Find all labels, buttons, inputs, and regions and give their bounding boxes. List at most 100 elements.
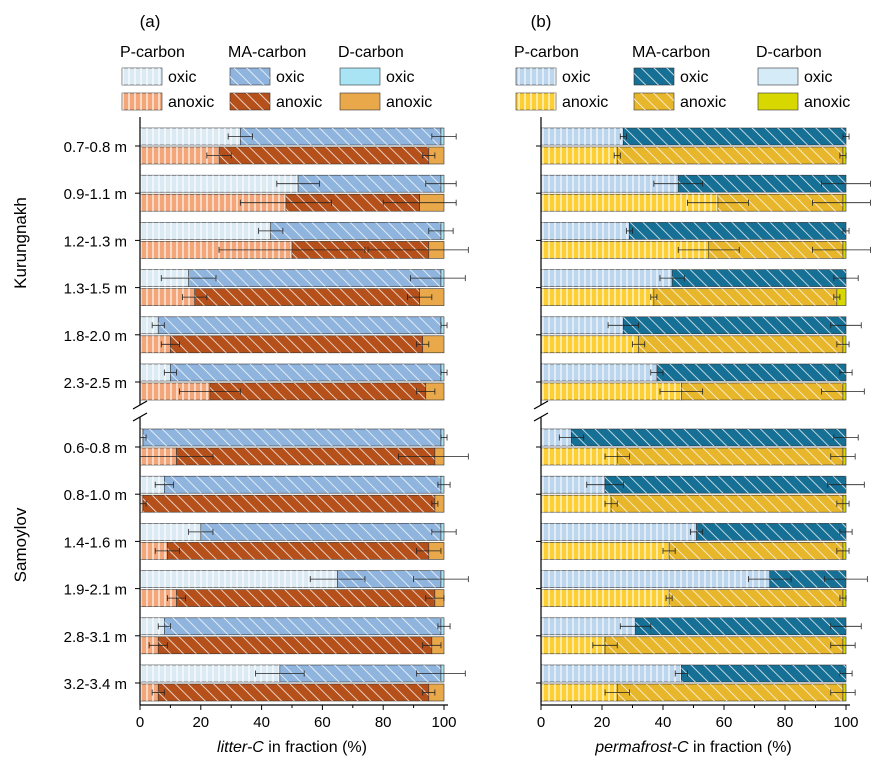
- bar-pattern-MA-anoxic-Kurungnakh-0: [219, 147, 429, 164]
- bar-pattern-MA-anoxic-Samoylov-5: [617, 684, 843, 701]
- bar-pattern-P-oxic-Samoylov-5: [541, 665, 682, 682]
- bar-pattern-P-anoxic-Kurungnakh-2: [541, 241, 709, 259]
- bar-pattern-MA-oxic-Samoylov-3: [337, 570, 441, 588]
- bar-pattern-MA-oxic-Kurungnakh-0: [623, 128, 846, 145]
- bar-pattern-MA-anoxic-Samoylov-1: [143, 495, 435, 513]
- bar-pattern-MA-anoxic-Samoylov-5: [158, 684, 429, 701]
- bar-pattern-P-anoxic-Kurungnakh-3: [140, 288, 195, 306]
- legend-swatch-pattern: [634, 93, 674, 110]
- bar-pattern-MA-oxic-Samoylov-0: [571, 429, 846, 446]
- bar-pattern-P-oxic-Samoylov-5: [140, 665, 280, 682]
- axis-break-mark: [533, 400, 549, 410]
- x-tick-label: 20: [192, 714, 209, 731]
- bar-pattern-MA-oxic-Kurungnakh-5: [656, 364, 846, 381]
- bar-pattern-P-oxic-Kurungnakh-0: [140, 128, 241, 145]
- bar-pattern-MA-oxic-Samoylov-4: [635, 617, 846, 635]
- legend-header: MA-carbon: [228, 44, 306, 61]
- axis-break-mark: [132, 412, 148, 422]
- axis-break-mark: [533, 412, 549, 422]
- bar-pattern-MA-anoxic-Samoylov-2: [167, 542, 429, 560]
- bar-pattern-P-oxic-Kurungnakh-5: [541, 364, 657, 381]
- bar-pattern-MA-oxic-Samoylov-0: [143, 429, 441, 446]
- bar-pattern-P-oxic-Kurungnakh-0: [541, 128, 624, 145]
- bar-pattern-MA-anoxic-Samoylov-4: [158, 636, 432, 654]
- bar-pattern-P-anoxic-Kurungnakh-4: [140, 335, 171, 353]
- bar-pattern-MA-oxic-Samoylov-2: [696, 523, 846, 541]
- bar-pattern-MA-oxic-Kurungnakh-1: [298, 175, 441, 193]
- legend-header: MA-carbon: [632, 44, 710, 61]
- bar-pattern-MA-anoxic-Kurungnakh-5: [209, 383, 426, 400]
- bar-pattern-P-oxic-Samoylov-2: [541, 523, 697, 541]
- x-tick-label: 20: [594, 714, 611, 731]
- legend-swatch: [339, 92, 381, 111]
- legend-header: P-carbon: [120, 44, 185, 61]
- bar-pattern-P-oxic-Kurungnakh-5: [140, 364, 171, 381]
- bar-pattern-P-anoxic-Samoylov-1: [541, 495, 612, 513]
- bar-pattern-P-anoxic-Samoylov-2: [140, 542, 168, 560]
- bar-pattern-P-oxic-Samoylov-1: [140, 476, 165, 494]
- bar-pattern-MA-oxic-Samoylov-1: [605, 476, 846, 494]
- legend-label: oxic: [276, 69, 304, 86]
- x-tick-label: 0: [537, 714, 545, 731]
- bar-pattern-P-oxic-Samoylov-0: [541, 429, 572, 446]
- legend-label: anoxic: [562, 94, 608, 111]
- bar-pattern-P-anoxic-Kurungnakh-2: [140, 241, 292, 259]
- panel-label: (b): [531, 12, 552, 31]
- bar-pattern-MA-anoxic-Samoylov-3: [176, 589, 435, 607]
- bar-pattern-MA-anoxic-Samoylov-0: [617, 448, 843, 465]
- legend-label: oxic: [386, 69, 414, 86]
- bar-pattern-P-oxic-Samoylov-4: [140, 617, 165, 635]
- bar-pattern-MA-anoxic-Kurungnakh-2: [708, 241, 843, 259]
- bar-pattern-P-anoxic-Samoylov-5: [541, 684, 618, 701]
- bar-pattern-P-oxic-Kurungnakh-1: [140, 175, 299, 193]
- y-category-label: 2.3-2.5 m: [64, 375, 127, 392]
- y-group-label: Kurungnakh: [11, 197, 30, 289]
- y-category-label: 1.2-1.3 m: [64, 233, 127, 250]
- y-category-label: 0.6-0.8 m: [64, 440, 127, 457]
- legend-swatch-pattern: [122, 93, 162, 110]
- panel-1: 0 20 40 60 80 100 permafrost-C in fraction (%)…: [514, 12, 871, 756]
- bar-pattern-MA-oxic-Kurungnakh-1: [678, 175, 846, 193]
- bar-pattern-MA-oxic-Samoylov-2: [200, 523, 441, 541]
- bar-pattern-MA-anoxic-Kurungnakh-4: [170, 335, 423, 353]
- legend-label: oxic: [804, 69, 832, 86]
- bar-pattern-P-oxic-Samoylov-2: [140, 523, 201, 541]
- x-tick-label: 100: [431, 714, 456, 731]
- bar-pattern-MA-oxic-Kurungnakh-2: [629, 222, 846, 240]
- x-axis-label-suffix: in fraction (%): [689, 739, 792, 756]
- legend-label: anoxic: [680, 94, 726, 111]
- x-tick-label: 60: [314, 714, 331, 731]
- bar-pattern-P-anoxic-Samoylov-3: [541, 589, 670, 607]
- legend-header: P-carbon: [514, 44, 579, 61]
- legend-label: anoxic: [168, 94, 214, 111]
- bar-pattern-P-anoxic-Kurungnakh-5: [541, 383, 682, 400]
- bar-pattern-P-anoxic-Samoylov-2: [541, 542, 670, 560]
- panel-0: 0.7-0.8 m 0.9-1.1 m 1.2-1.3 m 1.3-1.5 m 1.8-…: [64, 12, 469, 756]
- y-category-label: 0.9-1.1 m: [64, 186, 127, 203]
- bar-pattern-MA-anoxic-Samoylov-2: [669, 542, 843, 560]
- bar-pattern-P-oxic-Kurungnakh-2: [140, 222, 271, 240]
- bar-pattern-P-anoxic-Kurungnakh-0: [140, 147, 220, 164]
- bar-pattern-MA-oxic-Samoylov-3: [769, 570, 846, 588]
- bar-pattern-P-anoxic-Kurungnakh-4: [541, 335, 639, 353]
- x-axis-label-italic: litter-C: [217, 739, 264, 756]
- legend-label: oxic: [168, 69, 196, 86]
- bar-pattern-P-anoxic-Kurungnakh-5: [140, 383, 210, 400]
- bar-pattern-MA-oxic-Kurungnakh-2: [270, 222, 441, 240]
- x-axis-label-italic: permafrost-C: [594, 739, 689, 756]
- legend-swatch: [757, 67, 799, 86]
- bar-pattern-MA-anoxic-Kurungnakh-1: [717, 194, 843, 212]
- legend-swatch: [757, 92, 799, 111]
- legend-swatch-pattern: [634, 68, 674, 85]
- bar-pattern-P-anoxic-Samoylov-0: [541, 448, 618, 465]
- bar-pattern-MA-oxic-Samoylov-5: [279, 665, 441, 682]
- legend-label: anoxic: [386, 94, 432, 111]
- y-group-label: Samoylov: [11, 507, 30, 582]
- bar-pattern-P-anoxic-Kurungnakh-1: [140, 194, 286, 212]
- bar-pattern-P-oxic-Samoylov-3: [140, 570, 338, 588]
- bar-pattern-P-anoxic-Samoylov-4: [541, 636, 606, 654]
- x-tick-label: 40: [253, 714, 270, 731]
- y-category-label: 1.9-2.1 m: [64, 582, 127, 599]
- legend-swatch-pattern: [516, 93, 556, 110]
- x-tick-label: 0: [136, 714, 144, 731]
